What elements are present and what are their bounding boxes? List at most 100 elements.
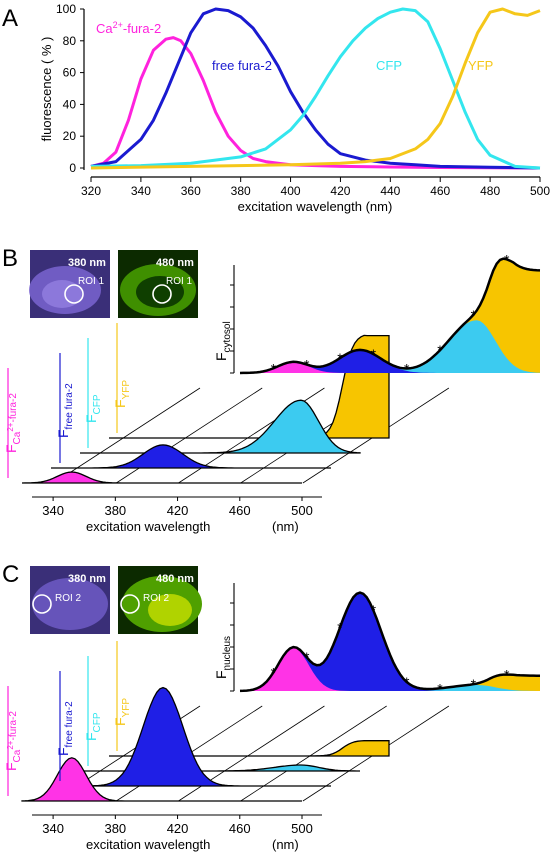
roi-circle	[152, 284, 172, 304]
layer-area-cfp	[80, 399, 361, 454]
measured-point: *	[371, 346, 377, 362]
layer-label-ca: FCa2+-fura-2	[3, 711, 23, 771]
layer-area-free	[51, 686, 331, 787]
image-wavelength-label: 380 nm	[68, 573, 106, 585]
measured-point: *	[371, 602, 377, 618]
layer-area-cfp	[80, 764, 360, 772]
depth-grid-line	[178, 705, 325, 802]
image-wavelength-label: 480 nm	[156, 573, 194, 585]
x-tick-label: 480	[480, 184, 500, 198]
image-480nm: 480 nm ROI 2	[118, 566, 202, 634]
measured-point: *	[504, 251, 510, 267]
x-tick-label: 360	[181, 184, 201, 198]
x-axis-label: excitation wavelength	[86, 519, 210, 534]
layer-label-cfp: FCFP	[83, 394, 103, 423]
x-tick-label: 420	[167, 821, 189, 836]
x-tick-label: 500	[530, 184, 550, 198]
y-tick-label: 60	[63, 66, 77, 80]
image-wavelength-label: 380 nm	[68, 257, 106, 269]
x-axis-label: excitation wavelength (nm)	[238, 199, 393, 214]
series-line-free	[90, 7, 541, 170]
x-tick-label: 460	[229, 821, 251, 836]
measured-point: *	[404, 674, 410, 690]
legend-label-ca: Ca2+-fura-2	[96, 20, 161, 36]
x-axis-label: excitation wavelength	[86, 837, 210, 852]
summed-area-cfp	[240, 320, 540, 373]
layer-area-ca	[21, 471, 302, 484]
panel-letter-c: C	[2, 561, 19, 588]
roi-circle	[64, 284, 84, 304]
image-380nm: 380 nm ROI 2	[30, 566, 110, 634]
measured-point: *	[271, 665, 277, 681]
layer-area-yfp	[109, 334, 390, 439]
layer-label-cfp: FCFP	[83, 712, 103, 741]
measured-point: *	[471, 676, 477, 692]
measured-point: *	[304, 649, 310, 665]
y-tick-label: 0	[69, 161, 76, 175]
measured-point: *	[304, 356, 310, 372]
measured-point: *	[471, 307, 477, 323]
summed-label: Fcytosol	[213, 321, 233, 361]
measured-point: *	[337, 619, 343, 635]
x-tick-label: 440	[380, 184, 400, 198]
x-tick-label: 460	[430, 184, 450, 198]
x-tick-label: 420	[330, 184, 350, 198]
x-tick-label: 500	[291, 821, 313, 836]
layer-area-ca	[21, 757, 302, 802]
measured-point: *	[271, 360, 277, 376]
y-tick-label: 80	[63, 34, 77, 48]
layer-label-free: Ffree fura-2	[55, 701, 75, 756]
x-tick-label: 380	[104, 821, 126, 836]
measured-point: *	[437, 680, 443, 696]
image-480nm: 480 nm ROI 1	[118, 250, 198, 318]
measured-point: *	[404, 360, 410, 376]
x-tick-label: 380	[231, 184, 251, 198]
summed-envelope	[239, 591, 540, 693]
summed-label: Fnucleus	[213, 636, 233, 679]
measured-point: *	[504, 667, 510, 683]
x-tick-label: 500	[291, 503, 313, 518]
series-line-ca	[90, 36, 541, 170]
roi-label: ROI 2	[55, 593, 82, 604]
measured-point: *	[437, 342, 443, 358]
x-tick-label: 420	[167, 503, 189, 518]
roi-label: ROI 1	[78, 276, 105, 287]
layer-label-yfp: FYFP	[112, 698, 132, 726]
measured-point: *	[337, 350, 343, 366]
legend-label-yfp: YFP	[468, 58, 493, 73]
panel-a-line-chart: 0 20 40 60 80 100 320 340 360 380 400 420 440 460 480…	[39, 2, 550, 214]
depth-grid-line	[116, 387, 263, 484]
y-tick-label: 100	[56, 2, 76, 16]
layer-label-ca: FCa2+-fura-2	[3, 393, 23, 453]
y-axis-label: fluorescence ( % )	[39, 37, 54, 142]
x-axis-unit: (nm)	[272, 519, 299, 534]
series-line-yfp	[90, 7, 541, 170]
panel-c-area-chart: 380 nm ROI 2 480 nm ROI 2 340 380 420 460 50…	[3, 566, 540, 852]
x-axis-unit: (nm)	[272, 837, 299, 852]
roi-circle	[32, 594, 52, 614]
y-tick-label: 40	[63, 97, 77, 111]
panel-b-area-chart: 380 nm ROI 1 480 nm ROI 1 340 380 420 460 50…	[3, 250, 541, 534]
roi-label: ROI 2	[143, 593, 170, 604]
legend-label-ca-prefix: Ca	[96, 21, 113, 36]
x-tick-label: 460	[229, 503, 251, 518]
image-380nm: 380 nm ROI 1	[29, 250, 110, 318]
legend-label-free: free fura-2	[212, 58, 272, 73]
x-tick-label: 400	[281, 184, 301, 198]
summed-envelope	[239, 257, 541, 375]
x-tick-label: 340	[131, 184, 151, 198]
roi-circle	[120, 594, 140, 614]
roi-label: ROI 1	[166, 276, 193, 287]
legend-label-ca-suffix: -fura-2	[123, 21, 161, 36]
layer-label-free: Ffree fura-2	[55, 383, 75, 438]
layer-area-free	[51, 444, 331, 469]
image-wavelength-label: 480 nm	[156, 257, 194, 269]
legend-label-ca-sup: 2+	[113, 20, 123, 30]
series-line-cfp	[90, 7, 541, 170]
depth-grid-line	[53, 387, 201, 484]
x-tick-label: 320	[81, 184, 101, 198]
summed-area-ca	[240, 362, 540, 373]
x-tick-label: 340	[42, 821, 64, 836]
x-tick-label: 380	[104, 503, 126, 518]
